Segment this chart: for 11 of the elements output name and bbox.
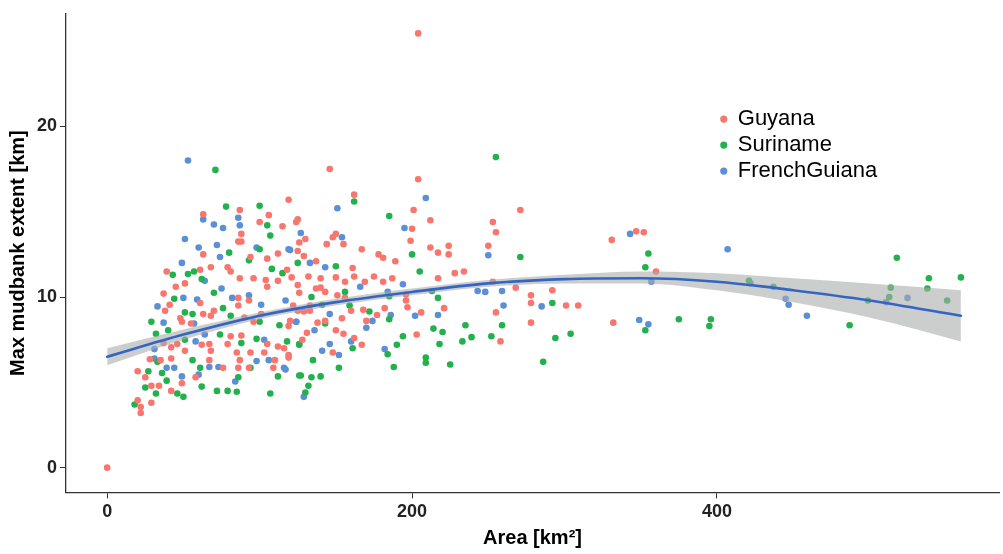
y-tick-label: 10 bbox=[36, 286, 58, 306]
x-tick-label: 200 bbox=[397, 501, 428, 522]
y-tick-label: 20 bbox=[36, 115, 58, 136]
legend-label: FrenchGuiana bbox=[737, 157, 878, 183]
legend-label: Suriname bbox=[737, 131, 832, 157]
y-tick-label: 0 bbox=[47, 456, 58, 477]
x-tick-label: 400 bbox=[701, 501, 732, 522]
y-axis-title: Max mudbank extent [km] bbox=[5, 130, 28, 376]
x-axis-title: Area [km²] bbox=[483, 525, 582, 548]
x-tick-label: 0 bbox=[102, 501, 113, 522]
legend-label: Guyana bbox=[737, 105, 816, 131]
